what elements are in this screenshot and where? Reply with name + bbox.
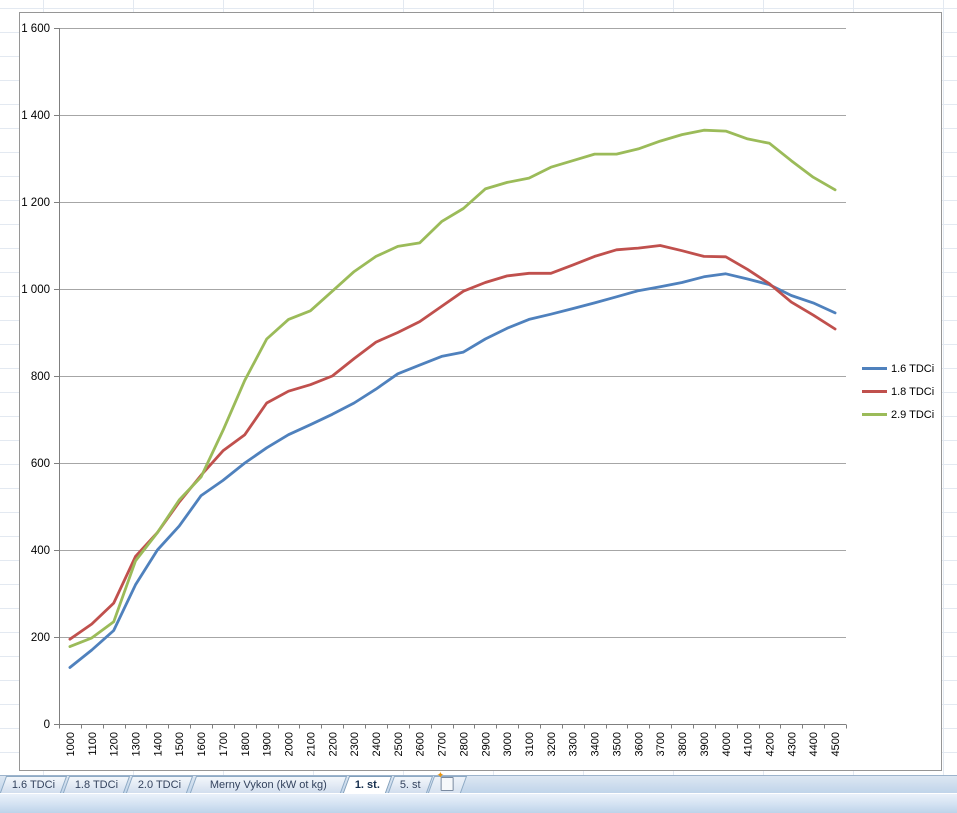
svg-text:1 000: 1 000 — [21, 284, 50, 296]
status-bar — [0, 793, 957, 813]
svg-text:4500: 4500 — [830, 732, 842, 756]
svg-text:3800: 3800 — [677, 732, 689, 756]
chart-legend: 1.6 TDCi 1.8 TDCi 2.9 TDCi — [862, 357, 940, 426]
svg-text:3000: 3000 — [502, 732, 514, 756]
svg-text:3900: 3900 — [699, 732, 711, 756]
y-gridlines — [59, 28, 846, 638]
series-line-2-9-tdci[interactable] — [68, 128, 837, 648]
sheet-tab-1-8-tdci[interactable]: 1.8 TDCi — [63, 776, 131, 793]
svg-text:2000: 2000 — [284, 732, 296, 756]
legend-label: 2.9 TDCi — [891, 408, 935, 421]
insert-worksheet-tab[interactable]: ✦ — [428, 770, 468, 793]
sheet-tab-1-st[interactable]: 1. st. — [342, 776, 392, 793]
svg-text:2800: 2800 — [458, 732, 470, 756]
axes — [54, 28, 847, 729]
svg-text:4200: 4200 — [764, 732, 776, 756]
svg-text:1 400: 1 400 — [21, 110, 50, 122]
svg-text:3500: 3500 — [611, 732, 623, 756]
svg-text:1100: 1100 — [87, 732, 99, 756]
svg-text:1200: 1200 — [109, 732, 121, 756]
y-axis-labels: 0 200 400 600 800 1 000 1 200 1 400 1 600 — [21, 23, 50, 731]
svg-text:4100: 4100 — [743, 732, 755, 756]
svg-text:1 200: 1 200 — [21, 197, 50, 209]
svg-text:2300: 2300 — [349, 732, 361, 756]
svg-text:3300: 3300 — [568, 732, 580, 756]
svg-text:4300: 4300 — [786, 732, 798, 756]
x-axis-labels: 1000 1100 1200 1300 1400 1500 1600 1700 1800 1900… — [65, 732, 842, 756]
svg-text:2100: 2100 — [305, 732, 317, 756]
svg-text:2900: 2900 — [480, 732, 492, 756]
sheet-tab-bar: 1.6 TDCi 1.8 TDCi 2.0 TDCi Merny Vykon (kW … — [0, 770, 957, 793]
svg-text:2700: 2700 — [437, 732, 449, 756]
legend-line-swatch — [862, 367, 887, 370]
insert-star-icon: ✦ — [437, 769, 445, 780]
legend-item-2-9-tdci[interactable]: 2.9 TDCi — [862, 403, 940, 426]
svg-text:3400: 3400 — [590, 732, 602, 756]
sheet-tab-label: 5. st — [399, 779, 421, 791]
svg-text:0: 0 — [44, 719, 50, 731]
sheet-tab-5-st[interactable]: 5. st — [387, 776, 433, 793]
legend-label: 1.6 TDCi — [891, 362, 935, 375]
svg-text:1700: 1700 — [218, 732, 230, 756]
svg-text:200: 200 — [31, 632, 50, 644]
sheet-tabs: 1.6 TDCi 1.8 TDCi 2.0 TDCi Merny Vykon (kW … — [0, 776, 433, 793]
sheet-tab-merny-vykon-kw-ot-kg[interactable]: Merny Vykon (kW ot kg) — [189, 776, 347, 793]
sheet-tab-label: Merny Vykon (kW ot kg) — [209, 779, 327, 791]
series-line-1-8-tdci[interactable] — [68, 244, 837, 641]
svg-text:800: 800 — [31, 371, 50, 383]
sheet-tab-label: 1.6 TDCi — [11, 779, 56, 791]
svg-text:1300: 1300 — [131, 732, 143, 756]
legend-line-swatch — [862, 390, 887, 393]
svg-text:4400: 4400 — [808, 732, 820, 756]
legend-label: 1.8 TDCi — [891, 385, 935, 398]
sheet-tab-2-0-tdci[interactable]: 2.0 TDCi — [126, 776, 194, 793]
svg-text:600: 600 — [31, 458, 50, 470]
svg-text:1900: 1900 — [262, 732, 274, 756]
svg-text:1500: 1500 — [174, 732, 186, 756]
svg-text:2200: 2200 — [327, 732, 339, 756]
legend-item-1-6-tdci[interactable]: 1.6 TDCi — [862, 357, 940, 380]
sheet-tab-label: 2.0 TDCi — [138, 779, 182, 791]
chart-area[interactable]: 0 200 400 600 800 1 000 1 200 1 400 1 600 1000 110… — [19, 12, 942, 771]
series-line-1-6-tdci[interactable] — [68, 272, 837, 669]
svg-text:3600: 3600 — [633, 732, 645, 756]
svg-text:3100: 3100 — [524, 732, 536, 756]
svg-text:2400: 2400 — [371, 732, 383, 756]
svg-text:4000: 4000 — [721, 732, 733, 756]
svg-text:2600: 2600 — [415, 732, 427, 756]
series-lines — [68, 128, 837, 669]
sheet-tab-1-6-tdci[interactable]: 1.6 TDCi — [0, 776, 68, 793]
insert-worksheet-icon: ✦ — [437, 770, 455, 791]
svg-text:2500: 2500 — [393, 732, 405, 756]
legend-line-swatch — [862, 413, 887, 416]
svg-text:1000: 1000 — [65, 732, 77, 756]
svg-text:1800: 1800 — [240, 732, 252, 756]
svg-text:1 600: 1 600 — [21, 23, 50, 35]
svg-text:3700: 3700 — [655, 732, 667, 756]
svg-text:3200: 3200 — [546, 732, 558, 756]
legend-item-1-8-tdci[interactable]: 1.8 TDCi — [862, 380, 940, 403]
svg-text:1400: 1400 — [152, 732, 164, 756]
sheet-tab-label: 1. st. — [354, 779, 380, 791]
svg-text:1600: 1600 — [196, 732, 208, 756]
sheet-tab-label: 1.8 TDCi — [75, 779, 119, 791]
svg-text:400: 400 — [31, 545, 50, 557]
